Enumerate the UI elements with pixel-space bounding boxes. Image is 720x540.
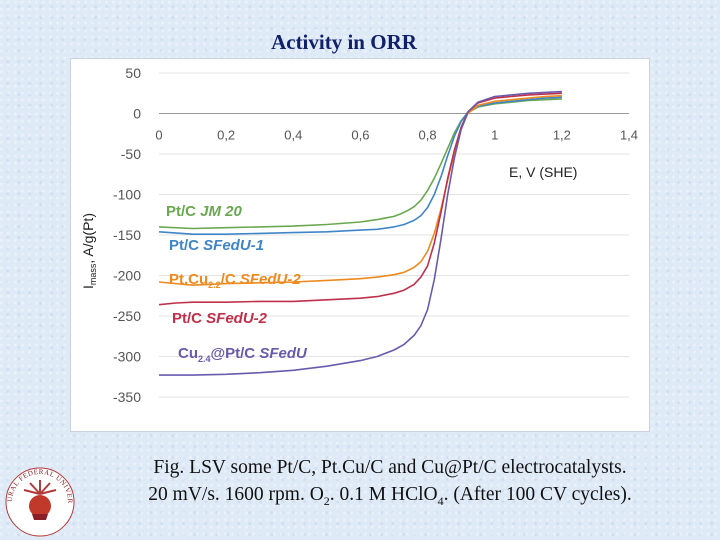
caption-sub-o2: 2 <box>323 493 330 508</box>
y-tick-label: -100 <box>113 187 141 203</box>
legend: Pt/C JM 20 Pt/C SFedU-1 Pt.Cu2.2/C SFedU-2… <box>166 203 308 364</box>
legend-entry-5: Cu2.4@Pt/C SFedU <box>178 345 308 364</box>
x-tick-label: 0,2 <box>217 128 235 143</box>
y-tick-label: -250 <box>113 308 141 324</box>
caption-part-b: . 0.1 M HClO <box>329 484 438 505</box>
x-tick-labels: 0 0,2 0,4 0,6 0,8 1 1,2 1,4 <box>155 128 638 143</box>
y-axis-label: Imass, A/g(Pt) <box>80 213 98 289</box>
y-tick-label: 50 <box>125 65 141 81</box>
y-tick-labels: 50 0 -50 -100 -150 -200 -250 -300 -350 <box>113 65 141 405</box>
series-line-4 <box>158 92 562 306</box>
legend-entry-3: Pt.Cu2.2/C SFedU-2 <box>169 271 301 290</box>
x-tick-label: 0 <box>155 128 162 143</box>
caption-line-1: Fig. LSV some Pt/C, Pt.Cu/C and Cu@Pt/C … <box>153 457 627 478</box>
chart-svg: 50 0 -50 -100 -150 -200 -250 -300 -350 0 0,2 0,4 0,… <box>80 65 638 405</box>
series-line-2 <box>158 96 562 235</box>
y-tick-label: -150 <box>113 227 141 243</box>
caption-sub-hclo4: 4 <box>437 493 444 508</box>
x-tick-label: 0,4 <box>284 128 302 143</box>
university-logo-icon: URAL FEDERAL UNIVERSITY <box>2 458 75 537</box>
y-axis-label-main: I <box>80 285 96 289</box>
caption-line-2: 20 mV/s. 1600 rpm. O2. 0.1 M HClO4. (Aft… <box>60 481 720 515</box>
figure-caption: Fig. LSV some Pt/C, Pt.Cu/C and Cu@Pt/C … <box>60 454 720 515</box>
legend-entry-4: Pt/C SFedU-2 <box>172 310 268 327</box>
x-tick-label: 1,2 <box>553 128 571 143</box>
y-axis-label-sub: mass <box>88 263 98 285</box>
caption-part-a: 20 mV/s. 1600 rpm. O <box>148 484 324 505</box>
y-tick-label: -200 <box>113 268 141 284</box>
x-tick-label: 0,6 <box>351 128 369 143</box>
y-tick-label: 0 <box>133 106 141 122</box>
lsv-chart: 50 0 -50 -100 -150 -200 -250 -300 -350 0 0,2 0,4 0,… <box>70 58 650 432</box>
x-axis-label: E, V (SHE) <box>509 164 577 180</box>
y-tick-label: -350 <box>113 389 141 405</box>
legend-entry-2: Pt/C SFedU-1 <box>169 237 264 254</box>
x-tick-label: 1 <box>491 128 498 143</box>
y-tick-label: -50 <box>121 146 141 162</box>
y-tick-label: -300 <box>113 349 141 365</box>
slide-title: Activity in ORR <box>271 30 417 54</box>
series-line-5 <box>159 90 562 376</box>
legend-entry-1: Pt/C JM 20 <box>166 203 243 220</box>
x-tick-label: 0,8 <box>419 128 437 143</box>
y-axis-label-rest: , A/g(Pt) <box>80 213 96 264</box>
series-line-3 <box>158 94 562 286</box>
series-layer <box>158 90 562 376</box>
x-tick-label: 1,4 <box>620 128 638 143</box>
caption-part-c: . (After 100 CV cycles). <box>443 484 632 505</box>
